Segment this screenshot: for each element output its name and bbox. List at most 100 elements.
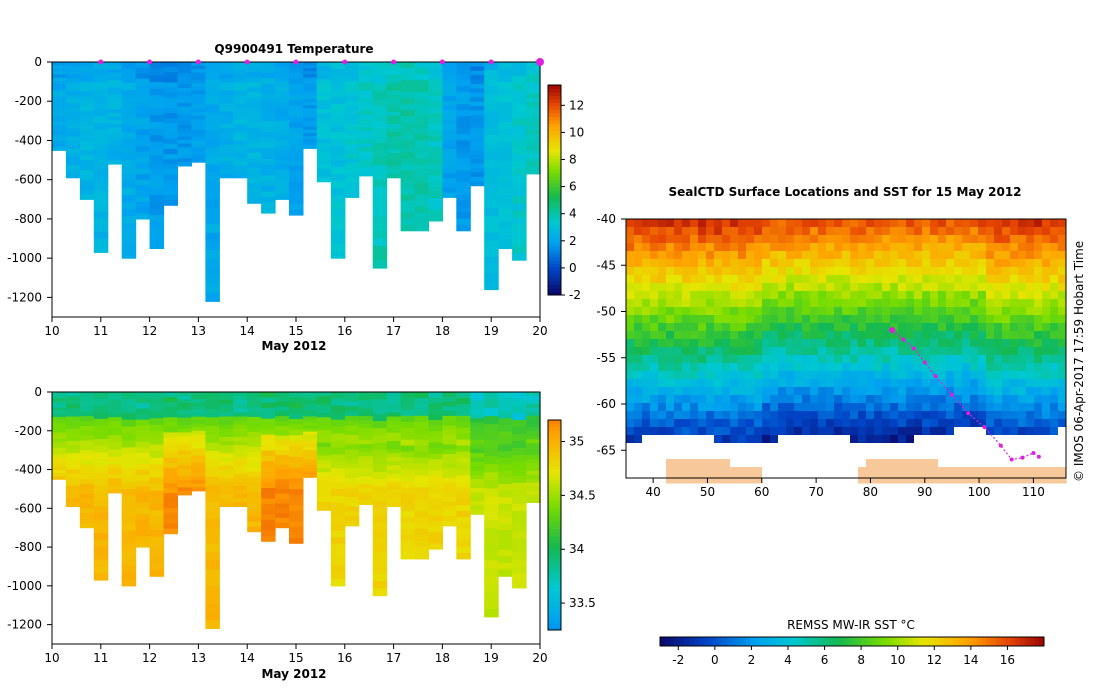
sst-cell [882, 459, 891, 468]
profile-cell [289, 451, 304, 458]
sst-cell [698, 467, 707, 476]
profile-cell [414, 212, 429, 220]
sst-cell [674, 419, 683, 428]
sst-colorbar-swatch [981, 637, 987, 646]
profile-cell [344, 516, 360, 522]
sst-cell [914, 371, 923, 380]
profile-cell [526, 415, 541, 421]
sst-cell [938, 267, 947, 276]
sst-cell [658, 395, 667, 404]
sst-cell [642, 379, 651, 388]
sst-cell [658, 387, 667, 396]
sst-cell [754, 475, 763, 484]
sst-cell [698, 459, 707, 468]
profile-cell [79, 155, 95, 161]
sst-cell [978, 395, 987, 404]
sst-cell [922, 347, 931, 356]
profile-cell [177, 76, 192, 82]
profile-cell [219, 457, 234, 463]
profile-cell [233, 136, 248, 142]
profile-cell [79, 416, 95, 422]
profile-cell [191, 87, 206, 92]
sst-cell [1034, 299, 1043, 308]
profile-cell [344, 91, 360, 97]
colorbar-swatch [548, 95, 561, 100]
sst-cell [866, 339, 875, 348]
profile-cell [275, 189, 290, 195]
sst-cell [1034, 435, 1043, 444]
sst-colorbar-tick-label: 2 [748, 653, 756, 667]
sst-cell [674, 259, 683, 268]
profile-cell [191, 441, 206, 446]
sst-cell [858, 291, 867, 300]
profile-cell [65, 412, 81, 418]
sst-cell [1002, 243, 1011, 252]
sst-cell [1010, 419, 1019, 428]
profile-cell [303, 62, 318, 66]
colorbar-swatch [548, 602, 561, 606]
profile-cell [65, 485, 81, 491]
sst-cell [714, 347, 723, 356]
profile-cell [372, 91, 388, 100]
sst-cell [946, 347, 955, 356]
sst-cell [754, 451, 763, 460]
sst-cell [834, 235, 843, 244]
profile-cell [442, 482, 457, 489]
profile-cell [135, 78, 151, 85]
sst-cell [746, 371, 755, 380]
sst-cell [714, 459, 723, 468]
sst-cell [898, 251, 907, 260]
profile-cell [219, 502, 234, 507]
sst-cell [866, 323, 875, 332]
sst-cell [1010, 299, 1019, 308]
profile-cell [191, 406, 206, 411]
profile-cell [330, 153, 346, 161]
sst-cell [922, 379, 931, 388]
sst-cell [866, 371, 875, 380]
sst-cell [730, 243, 739, 252]
profile-cell [414, 62, 429, 69]
sst-cell [930, 419, 939, 428]
sst-cell [634, 443, 643, 452]
sst-cell [746, 379, 755, 388]
profile-cell [414, 140, 429, 147]
profile-cell [289, 182, 304, 189]
sst-cell [922, 307, 931, 316]
sst-cell [1018, 395, 1027, 404]
profile-cell [512, 132, 527, 141]
sst-cell [938, 459, 947, 468]
sst-cell [682, 459, 691, 468]
sst-cell [714, 387, 723, 396]
profile-cell [191, 79, 206, 85]
profile-cell [442, 449, 457, 455]
profile-cell [247, 173, 262, 179]
profile-cell [247, 521, 262, 528]
sst-cell [706, 411, 715, 420]
sst-cell [914, 331, 923, 340]
profile-cell [372, 172, 388, 181]
sst-cell [1002, 331, 1011, 340]
profile-cell [275, 401, 290, 408]
sst-cell [810, 363, 819, 372]
profile-cell [107, 406, 123, 411]
sst-cell [858, 315, 867, 324]
profile-cell [358, 167, 374, 173]
profile-cell [456, 104, 471, 111]
sst-cell [994, 219, 1003, 228]
profile-cell [177, 65, 192, 70]
profile-cell [470, 440, 485, 445]
profile-cell [261, 196, 276, 203]
profile-cell [344, 487, 360, 493]
profile-cell [442, 110, 457, 116]
sst-cell [706, 267, 715, 276]
sst-cell [826, 475, 835, 484]
sst-cell [778, 363, 787, 372]
sst-cell [922, 267, 931, 276]
sst-cell [650, 243, 659, 252]
profile-cell [177, 465, 192, 470]
profile-cell [526, 447, 541, 452]
colorbar-swatch [548, 109, 561, 114]
profile-cell [177, 406, 192, 411]
sst-cell [994, 427, 1003, 436]
profile-cell [456, 182, 471, 190]
